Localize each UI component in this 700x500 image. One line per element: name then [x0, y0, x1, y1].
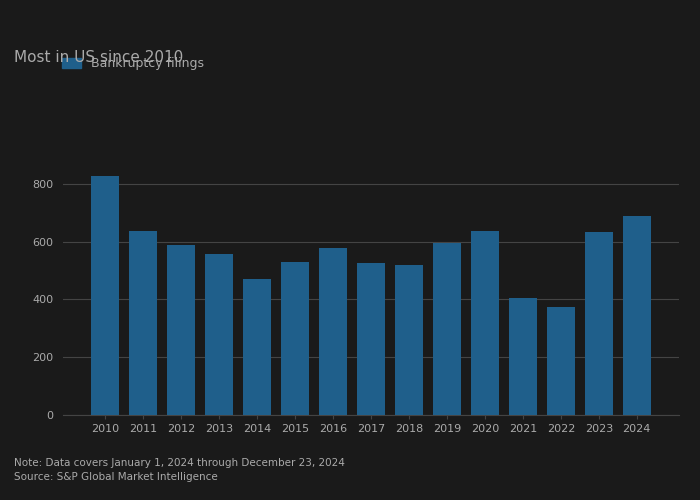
Text: Most in US since 2010: Most in US since 2010	[14, 50, 183, 65]
Bar	[281, 262, 309, 415]
Text: Note: Data covers January 1, 2024 through December 23, 2024: Note: Data covers January 1, 2024 throug…	[14, 458, 345, 468]
Bar	[547, 307, 575, 415]
Text: Source: S&P Global Market Intelligence: Source: S&P Global Market Intelligence	[14, 472, 218, 482]
Legend: Bankruptcy filings: Bankruptcy filings	[57, 52, 209, 75]
Bar	[318, 248, 347, 415]
Bar	[433, 243, 461, 415]
Bar	[622, 216, 651, 415]
Bar	[509, 298, 537, 415]
Bar	[243, 279, 272, 415]
Bar	[470, 230, 499, 415]
Bar	[129, 230, 158, 415]
Bar	[584, 232, 613, 415]
Bar	[205, 254, 233, 415]
Bar	[91, 176, 120, 415]
Bar	[357, 264, 385, 415]
Bar	[167, 244, 195, 415]
Bar	[395, 265, 424, 415]
